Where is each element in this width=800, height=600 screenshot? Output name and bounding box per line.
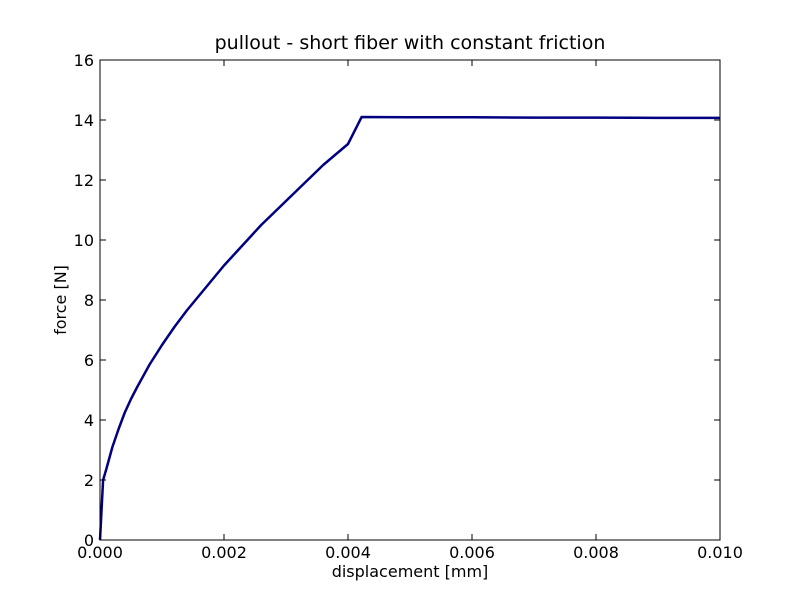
x-tick-label: 0.004: [325, 543, 371, 562]
y-tick-label: 12: [74, 171, 94, 190]
y-tick-label: 10: [74, 231, 94, 250]
x-tick-label: 0.010: [697, 543, 743, 562]
y-tick-label: 14: [74, 111, 94, 130]
y-tick-label: 8: [84, 291, 94, 310]
axes: 0.000 0.002 0.004 0.006 0.008 0.010 0 2 4 6 8 10 12 1…: [74, 51, 743, 562]
y-tick-label: 0: [84, 531, 94, 550]
y-tick-label: 16: [74, 51, 94, 70]
chart-title: pullout - short fiber with constant fric…: [215, 32, 606, 54]
y-tick-label: 2: [84, 471, 94, 490]
y-tick-label: 4: [84, 411, 94, 430]
x-tick-label: 0.002: [201, 543, 247, 562]
plot-area: [98, 115, 720, 541]
x-tick-label: 0.006: [449, 543, 495, 562]
x-axis-label: displacement [mm]: [332, 562, 489, 581]
series-line-0: [98, 115, 720, 541]
y-axis-label: force [N]: [51, 265, 70, 335]
x-tick-label: 0.000: [77, 543, 123, 562]
y-tick-label: 6: [84, 351, 94, 370]
x-tick-label: 0.008: [573, 543, 619, 562]
